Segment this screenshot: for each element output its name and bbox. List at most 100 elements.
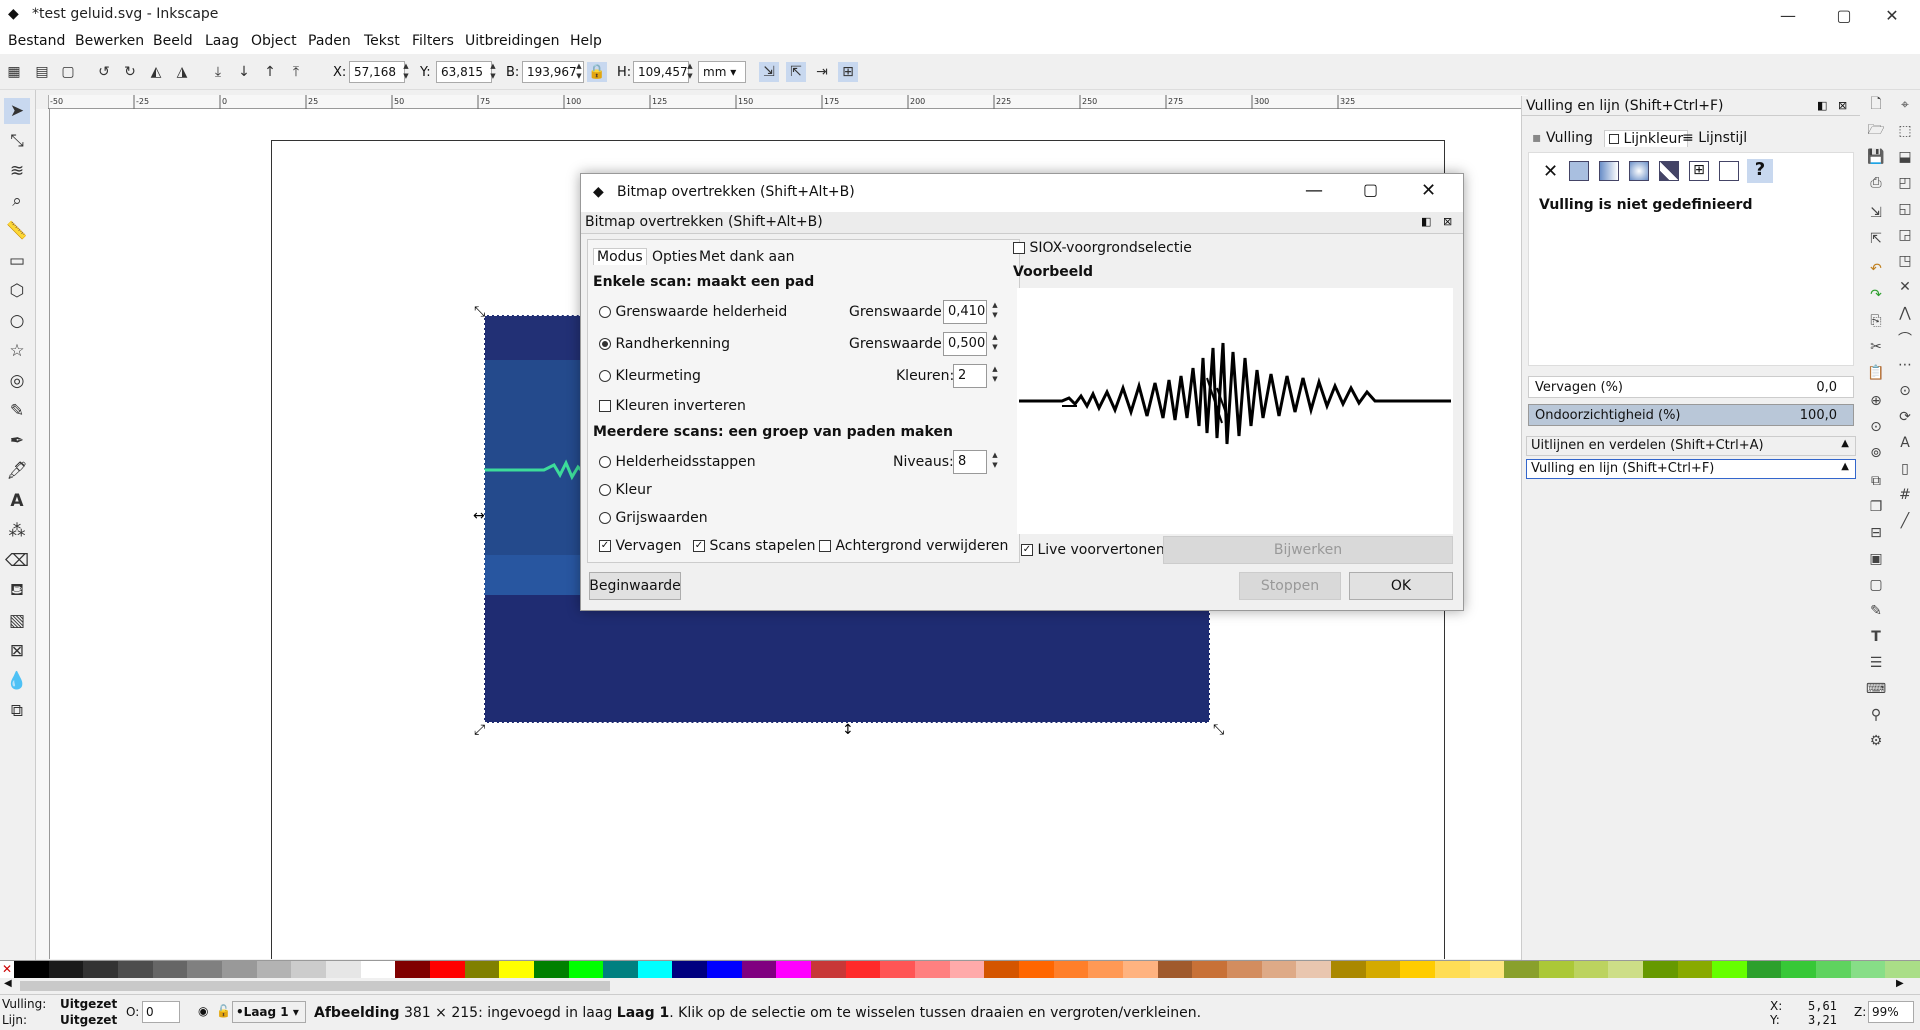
opt-gray-row[interactable]: Grijswaarden bbox=[599, 510, 708, 526]
edge-threshold-input[interactable]: 0,500 bbox=[943, 332, 987, 356]
snap-nodes-icon[interactable]: ◲ bbox=[1898, 227, 1912, 243]
opt-brightness-row[interactable]: Grenswaarde helderheid bbox=[599, 304, 787, 320]
snap-smooth-icon[interactable]: ⌒ bbox=[1898, 332, 1912, 348]
import-icon[interactable]: ⇲ bbox=[1870, 205, 1882, 221]
copy-icon[interactable]: ⎘ bbox=[1870, 313, 1882, 329]
opacity-slider[interactable]: Ondoorzichtigheid (%) 100,0 bbox=[1528, 404, 1854, 426]
radio-edge[interactable] bbox=[599, 338, 611, 350]
gradient-tool-icon[interactable]: ▧ bbox=[8, 611, 26, 631]
tab-met-dank-aan[interactable]: Met dank aan bbox=[699, 249, 795, 265]
color-swatch[interactable] bbox=[1504, 961, 1539, 978]
spiral-tool-icon[interactable]: ◎ bbox=[9, 371, 25, 391]
no-paint-icon[interactable]: ✕ bbox=[1543, 161, 1559, 182]
color-swatch[interactable] bbox=[1226, 961, 1262, 978]
x-input[interactable]: 57,168 bbox=[349, 61, 405, 83]
redo-icon[interactable]: ↷ bbox=[1870, 287, 1882, 303]
radio-steps[interactable] bbox=[599, 456, 611, 468]
remove-bg-checkbox[interactable] bbox=[819, 540, 831, 552]
export-icon[interactable]: ⇱ bbox=[1870, 231, 1882, 247]
zoom-drawing-icon[interactable]: ⊙ bbox=[1870, 419, 1882, 435]
spray-tool-icon[interactable]: ⁂ bbox=[8, 521, 26, 541]
brightness-threshold-input[interactable]: 0,410 bbox=[943, 300, 987, 324]
invert-row[interactable]: Kleuren inverteren bbox=[599, 398, 746, 414]
menu-laag[interactable]: Laag bbox=[205, 33, 239, 49]
color-swatch[interactable] bbox=[1434, 961, 1470, 978]
width-spin-arrows[interactable]: ▲ ▼ bbox=[576, 62, 582, 80]
color-swatch[interactable] bbox=[325, 961, 361, 978]
height-input[interactable]: 109,457 bbox=[633, 61, 689, 83]
snap-text-baseline-icon[interactable]: A bbox=[1900, 435, 1910, 451]
menu-tekst[interactable]: Tekst bbox=[364, 33, 400, 49]
opt-steps-row[interactable]: Helderheidsstappen bbox=[599, 454, 756, 470]
snap-bbox-icon[interactable]: ⬚ bbox=[1898, 123, 1912, 139]
width-input[interactable]: 193,967 bbox=[522, 61, 584, 83]
color-swatch[interactable] bbox=[776, 961, 812, 978]
fill-stroke-icon[interactable]: ✎ bbox=[1870, 603, 1882, 619]
star-tool-icon[interactable]: ☆ bbox=[9, 341, 25, 361]
group-icon[interactable]: ▣ bbox=[1869, 551, 1883, 567]
color-swatch[interactable] bbox=[1053, 961, 1089, 978]
layers-icon[interactable]: ☰ bbox=[1869, 655, 1883, 671]
update-button[interactable]: Bijwerken bbox=[1163, 536, 1453, 564]
pencil-tool-icon[interactable]: ✎ bbox=[9, 401, 25, 421]
select-all-icon[interactable]: ▦ bbox=[7, 64, 21, 80]
live-preview-checkbox[interactable]: ✓ bbox=[1021, 544, 1033, 556]
unset-paint-icon[interactable]: ? bbox=[1747, 159, 1773, 183]
new-doc-icon[interactable]: 🗋 bbox=[1870, 96, 1882, 112]
lower-bottom-icon[interactable]: ⤓ bbox=[214, 64, 222, 80]
radio-color-quant[interactable] bbox=[599, 370, 611, 382]
live-preview-row[interactable]: ✓ Live voorvertonen bbox=[1021, 542, 1165, 558]
zoom-tool-icon[interactable]: ⌕ bbox=[12, 191, 22, 211]
color-swatch[interactable] bbox=[291, 961, 326, 978]
opt-edge-row[interactable]: Randherkenning bbox=[599, 336, 730, 352]
color-swatch[interactable] bbox=[1019, 961, 1054, 978]
maximize-button[interactable]: ▢ bbox=[1836, 5, 1852, 25]
rotate-cw-icon[interactable]: ↻ bbox=[124, 64, 136, 80]
siox-checkbox[interactable] bbox=[1013, 242, 1025, 254]
scroll-right-icon[interactable]: ▶ bbox=[1896, 978, 1904, 989]
mesh-gradient-icon[interactable] bbox=[1659, 161, 1679, 181]
measure-tool-icon[interactable]: 📏 bbox=[6, 221, 28, 241]
zoom-selection-icon[interactable]: ⊕ bbox=[1870, 393, 1882, 409]
x-spin-arrows[interactable]: ▲ ▼ bbox=[403, 62, 409, 80]
snap-toggle-icon[interactable]: ⌖ bbox=[1901, 97, 1909, 113]
color-swatch[interactable] bbox=[1746, 961, 1782, 978]
cut-icon[interactable]: ✂ bbox=[1870, 339, 1882, 355]
clone-icon[interactable]: ❐ bbox=[1869, 499, 1883, 515]
radial-gradient-icon[interactable] bbox=[1629, 161, 1649, 181]
y-input[interactable]: 63,815 bbox=[436, 61, 492, 83]
y-spin-arrows[interactable]: ▲ ▼ bbox=[490, 62, 496, 80]
color-swatch[interactable] bbox=[637, 961, 673, 978]
unlink-clone-icon[interactable]: ⊟ bbox=[1870, 525, 1882, 541]
color-swatch[interactable] bbox=[1850, 961, 1886, 978]
flat-color-icon[interactable] bbox=[1569, 161, 1589, 181]
color-swatch[interactable] bbox=[1608, 961, 1643, 978]
radio-brightness[interactable] bbox=[599, 306, 611, 318]
color-swatch[interactable] bbox=[1123, 961, 1158, 978]
menu-paden[interactable]: Paden bbox=[308, 33, 351, 49]
color-swatch[interactable] bbox=[741, 961, 777, 978]
edge-threshold-spin[interactable]: ▲ ▼ bbox=[992, 333, 998, 351]
levels-input[interactable]: 8 bbox=[953, 450, 987, 474]
minimize-button[interactable]: — bbox=[1780, 5, 1796, 25]
levels-spin[interactable]: ▲ ▼ bbox=[992, 451, 998, 469]
panel-close-icon[interactable]: ⊠ bbox=[1838, 99, 1848, 112]
3dbox-tool-icon[interactable]: ⬡ bbox=[9, 281, 25, 301]
dropper-tool-icon[interactable]: 💧 bbox=[6, 671, 28, 691]
tab-modus[interactable]: Modus bbox=[593, 248, 647, 265]
raise-top-icon[interactable]: ⤒ bbox=[292, 64, 300, 80]
print-icon[interactable]: ⎙ bbox=[1870, 175, 1882, 191]
color-swatch[interactable] bbox=[915, 961, 950, 978]
zoom-input[interactable]: 99% bbox=[1868, 1001, 1914, 1023]
snap-rotation-icon[interactable]: ⟳ bbox=[1899, 409, 1911, 425]
invert-checkbox[interactable] bbox=[599, 400, 611, 412]
blur-slider[interactable]: Vervagen (%) 0,0 bbox=[1528, 376, 1854, 398]
smooth-row[interactable]: ✓ Vervagen bbox=[599, 538, 682, 554]
snap-paths-icon[interactable]: ◳ bbox=[1898, 253, 1912, 269]
pen-tool-icon[interactable]: ✒ bbox=[9, 431, 25, 451]
tab-stroke-style[interactable]: ≡ Lijnstijl bbox=[1682, 130, 1748, 146]
panel-undock-icon[interactable]: ◧ bbox=[1817, 99, 1828, 112]
color-swatch[interactable] bbox=[1157, 961, 1193, 978]
connector-tool-icon[interactable]: ⧉ bbox=[10, 701, 24, 721]
dialog-undock-icon[interactable]: ◧ bbox=[1421, 215, 1432, 228]
